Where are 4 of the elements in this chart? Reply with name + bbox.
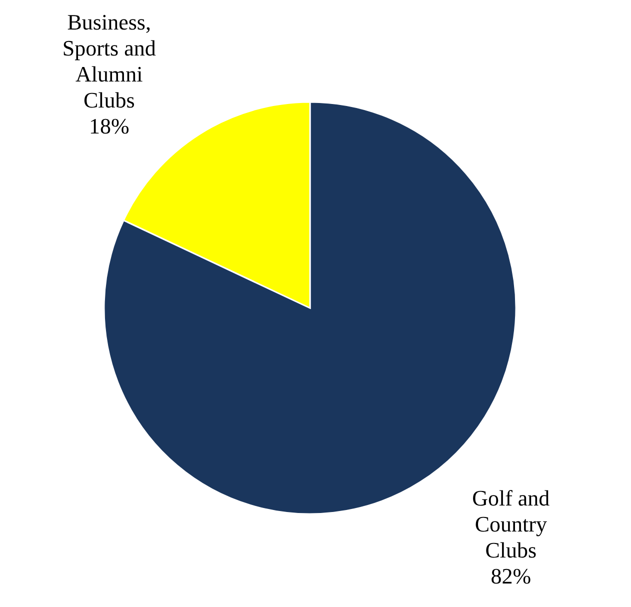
data-label: 82% — [490, 563, 532, 588]
slice-label: Golf and Country Clubs — [472, 485, 550, 562]
slice-label: Business, Sports and Alumni Clubs — [62, 10, 156, 113]
data-label: 18% — [88, 114, 130, 139]
